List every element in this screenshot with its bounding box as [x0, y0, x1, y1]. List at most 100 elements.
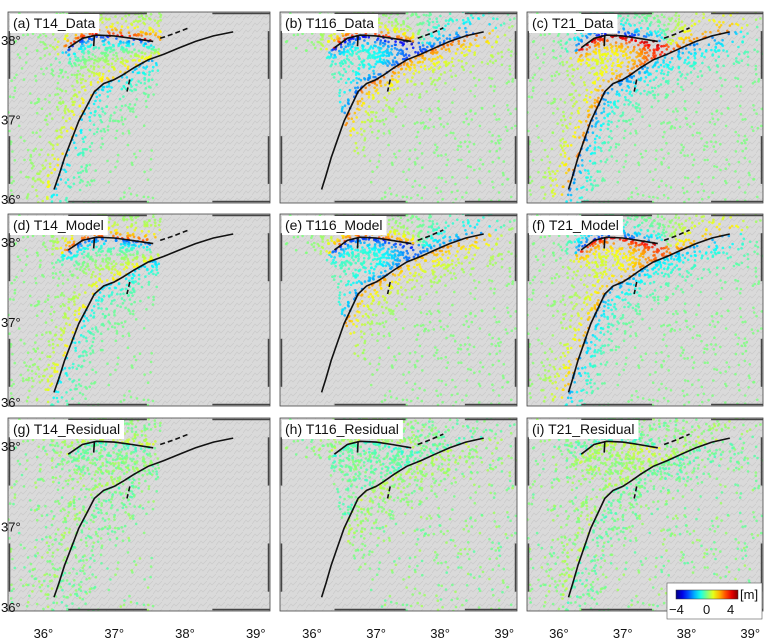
displacement-point [626, 19, 629, 22]
displacement-point [26, 351, 30, 355]
displacement-point [656, 196, 659, 200]
displacement-point [670, 30, 674, 33]
displacement-point [50, 68, 54, 71]
displacement-point [429, 13, 433, 16]
displacement-point [63, 254, 66, 258]
displacement-point [81, 393, 85, 396]
displacement-point [579, 76, 583, 79]
displacement-point [81, 151, 85, 154]
displacement-point [457, 144, 460, 148]
displacement-point [593, 98, 597, 102]
displacement-point [416, 130, 420, 134]
displacement-point [49, 331, 52, 335]
displacement-point [479, 361, 482, 364]
displacement-point [448, 214, 452, 217]
displacement-point [609, 146, 613, 149]
displacement-point [305, 49, 308, 52]
displacement-point [457, 347, 460, 351]
displacement-point [474, 112, 477, 115]
displacement-point [444, 284, 447, 287]
displacement-point [588, 63, 591, 67]
displacement-point [552, 111, 555, 115]
displacement-point [693, 43, 696, 46]
displacement-point [691, 19, 694, 22]
displacement-point [77, 36, 80, 39]
displacement-point [646, 83, 649, 87]
displacement-point [383, 96, 386, 99]
displacement-point [642, 35, 646, 38]
displacement-point [582, 131, 586, 135]
displacement-point [713, 39, 717, 42]
displacement-point [130, 22, 133, 26]
displacement-point [653, 51, 656, 55]
displacement-point [128, 50, 131, 53]
displacement-point [570, 98, 573, 102]
displacement-point [123, 117, 127, 121]
displacement-point [44, 118, 47, 122]
displacement-point [470, 43, 473, 47]
displacement-point [98, 8, 101, 11]
displacement-point [61, 51, 64, 54]
displacement-point [387, 40, 390, 44]
displacement-point [553, 192, 557, 196]
displacement-point [81, 74, 85, 77]
displacement-point [78, 90, 81, 94]
displacement-point [478, 167, 481, 170]
displacement-point [597, 96, 600, 100]
displacement-point [689, 52, 693, 56]
displacement-point [120, 256, 124, 260]
displacement-point [651, 65, 655, 69]
displacement-point [593, 50, 596, 54]
displacement-point [418, 295, 422, 299]
displacement-point [389, 88, 393, 92]
displacement-point [585, 100, 589, 104]
displacement-point [444, 62, 448, 66]
displacement-point [489, 287, 493, 290]
displacement-point [649, 30, 652, 34]
displacement-point [394, 17, 398, 21]
fault-trace-main [53, 233, 234, 393]
displacement-point [637, 161, 640, 165]
displacement-point [388, 84, 392, 88]
displacement-point [667, 17, 671, 21]
displacement-point [128, 273, 131, 277]
displacement-point [689, 71, 693, 74]
displacement-point [643, 40, 647, 44]
displacement-point [122, 84, 125, 88]
displacement-point [558, 164, 562, 168]
displacement-point [599, 69, 602, 72]
displacement-point [539, 33, 543, 37]
displacement-point [445, 163, 449, 167]
displacement-point [107, 247, 110, 251]
displacement-point [700, 54, 703, 58]
displacement-point [116, 362, 119, 366]
displacement-point [576, 67, 579, 71]
displacement-point [128, 334, 131, 338]
displacement-point [397, 273, 400, 277]
displacement-point [676, 82, 680, 86]
displacement-point [13, 159, 17, 162]
displacement-point [488, 32, 491, 35]
displacement-point [130, 89, 134, 93]
displacement-point [465, 117, 469, 120]
displacement-point [574, 89, 577, 93]
displacement-point [599, 147, 602, 150]
displacement-point [111, 291, 114, 294]
displacement-point [43, 368, 46, 372]
displacement-point [579, 120, 583, 124]
displacement-point [352, 120, 355, 123]
displacement-point [82, 66, 85, 69]
displacement-point [410, 60, 414, 64]
displacement-point [92, 71, 96, 75]
displacement-point [43, 54, 47, 57]
displacement-point [116, 292, 119, 296]
displacement-point [82, 49, 85, 52]
displacement-point [332, 56, 335, 60]
displacement-point [56, 258, 60, 262]
displacement-point [98, 99, 102, 102]
displacement-point [564, 47, 568, 51]
displacement-point [385, 306, 388, 310]
displacement-point [76, 296, 80, 300]
displacement-point [49, 384, 52, 387]
displacement-point [511, 80, 514, 83]
